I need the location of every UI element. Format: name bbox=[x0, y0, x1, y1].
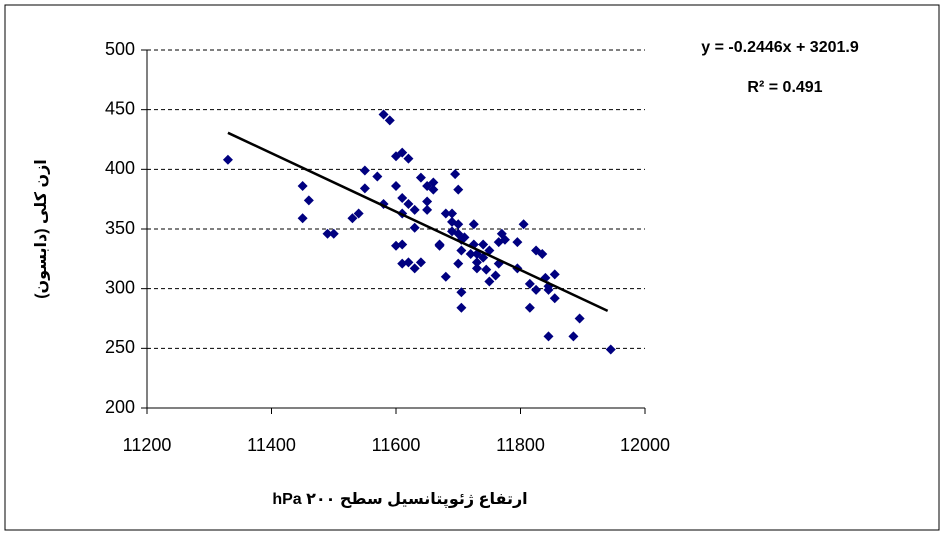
point bbox=[397, 192, 408, 203]
point bbox=[359, 183, 370, 194]
point bbox=[303, 195, 314, 206]
point bbox=[518, 219, 529, 230]
point bbox=[297, 213, 308, 224]
point bbox=[372, 171, 383, 182]
y-tick-label: 350 bbox=[105, 218, 135, 238]
y-axis-label: ازن کلی (دابسون) bbox=[33, 159, 50, 299]
point bbox=[478, 252, 489, 263]
point bbox=[456, 302, 467, 313]
y-tick-label: 200 bbox=[105, 397, 135, 417]
point bbox=[384, 115, 395, 126]
point bbox=[478, 239, 489, 250]
point bbox=[434, 239, 445, 250]
trend-equation: y = -0.2446x + 3201.9 bbox=[701, 39, 859, 56]
point bbox=[391, 181, 401, 192]
point bbox=[415, 257, 426, 268]
point bbox=[468, 219, 479, 230]
point bbox=[512, 237, 523, 248]
y-tick-label: 400 bbox=[105, 158, 135, 178]
chart-border bbox=[4, 4, 940, 531]
point bbox=[428, 184, 439, 195]
point bbox=[484, 276, 495, 287]
point bbox=[297, 181, 308, 192]
point bbox=[397, 239, 408, 250]
point bbox=[471, 257, 482, 268]
y-tick-label: 250 bbox=[105, 337, 135, 357]
point bbox=[481, 264, 492, 275]
point bbox=[459, 232, 470, 243]
x-tick-label: 11400 bbox=[247, 435, 296, 455]
point bbox=[440, 271, 451, 282]
point bbox=[568, 331, 579, 342]
x-tick-label: 12000 bbox=[620, 435, 670, 455]
point bbox=[428, 177, 439, 188]
point bbox=[409, 263, 420, 274]
point bbox=[453, 219, 464, 230]
point bbox=[378, 109, 389, 120]
point bbox=[537, 249, 548, 260]
point bbox=[574, 313, 585, 324]
x-tick-label: 11800 bbox=[496, 435, 545, 455]
point bbox=[409, 222, 420, 233]
x-tick-label: 11200 bbox=[123, 435, 172, 455]
point bbox=[456, 287, 467, 298]
point bbox=[347, 213, 358, 224]
point bbox=[403, 198, 414, 209]
point bbox=[549, 269, 560, 280]
point bbox=[447, 208, 458, 219]
point bbox=[353, 208, 364, 219]
point bbox=[499, 234, 510, 245]
x-axis-label: ارتفاع ژئوپتانسیل سطح ۲۰۰ hPa bbox=[272, 491, 527, 509]
y-tick-label: 450 bbox=[105, 98, 135, 118]
trend-r2: R² = 0.491 bbox=[747, 79, 822, 96]
point bbox=[403, 153, 414, 164]
point bbox=[422, 196, 433, 207]
point bbox=[450, 169, 461, 180]
point bbox=[440, 208, 451, 219]
point bbox=[453, 184, 464, 195]
y-tick-label: 300 bbox=[105, 277, 135, 297]
point bbox=[549, 293, 560, 304]
point bbox=[409, 204, 420, 215]
point bbox=[543, 331, 554, 342]
point bbox=[456, 245, 467, 256]
point bbox=[524, 278, 535, 289]
point bbox=[403, 257, 414, 268]
point bbox=[605, 344, 616, 355]
point bbox=[490, 270, 501, 281]
point bbox=[322, 228, 333, 239]
y-tick-label: 500 bbox=[105, 39, 135, 59]
x-tick-label: 11600 bbox=[372, 435, 421, 455]
point bbox=[397, 147, 408, 158]
point bbox=[359, 165, 370, 176]
point bbox=[397, 258, 408, 269]
point bbox=[531, 284, 542, 295]
point bbox=[391, 240, 401, 251]
point bbox=[422, 204, 433, 215]
point bbox=[222, 154, 233, 165]
point bbox=[328, 228, 339, 239]
point bbox=[471, 263, 482, 274]
point bbox=[453, 258, 464, 269]
trendline bbox=[227, 131, 609, 312]
point bbox=[415, 172, 426, 183]
point bbox=[465, 249, 476, 260]
point bbox=[543, 284, 554, 295]
point bbox=[524, 302, 535, 313]
